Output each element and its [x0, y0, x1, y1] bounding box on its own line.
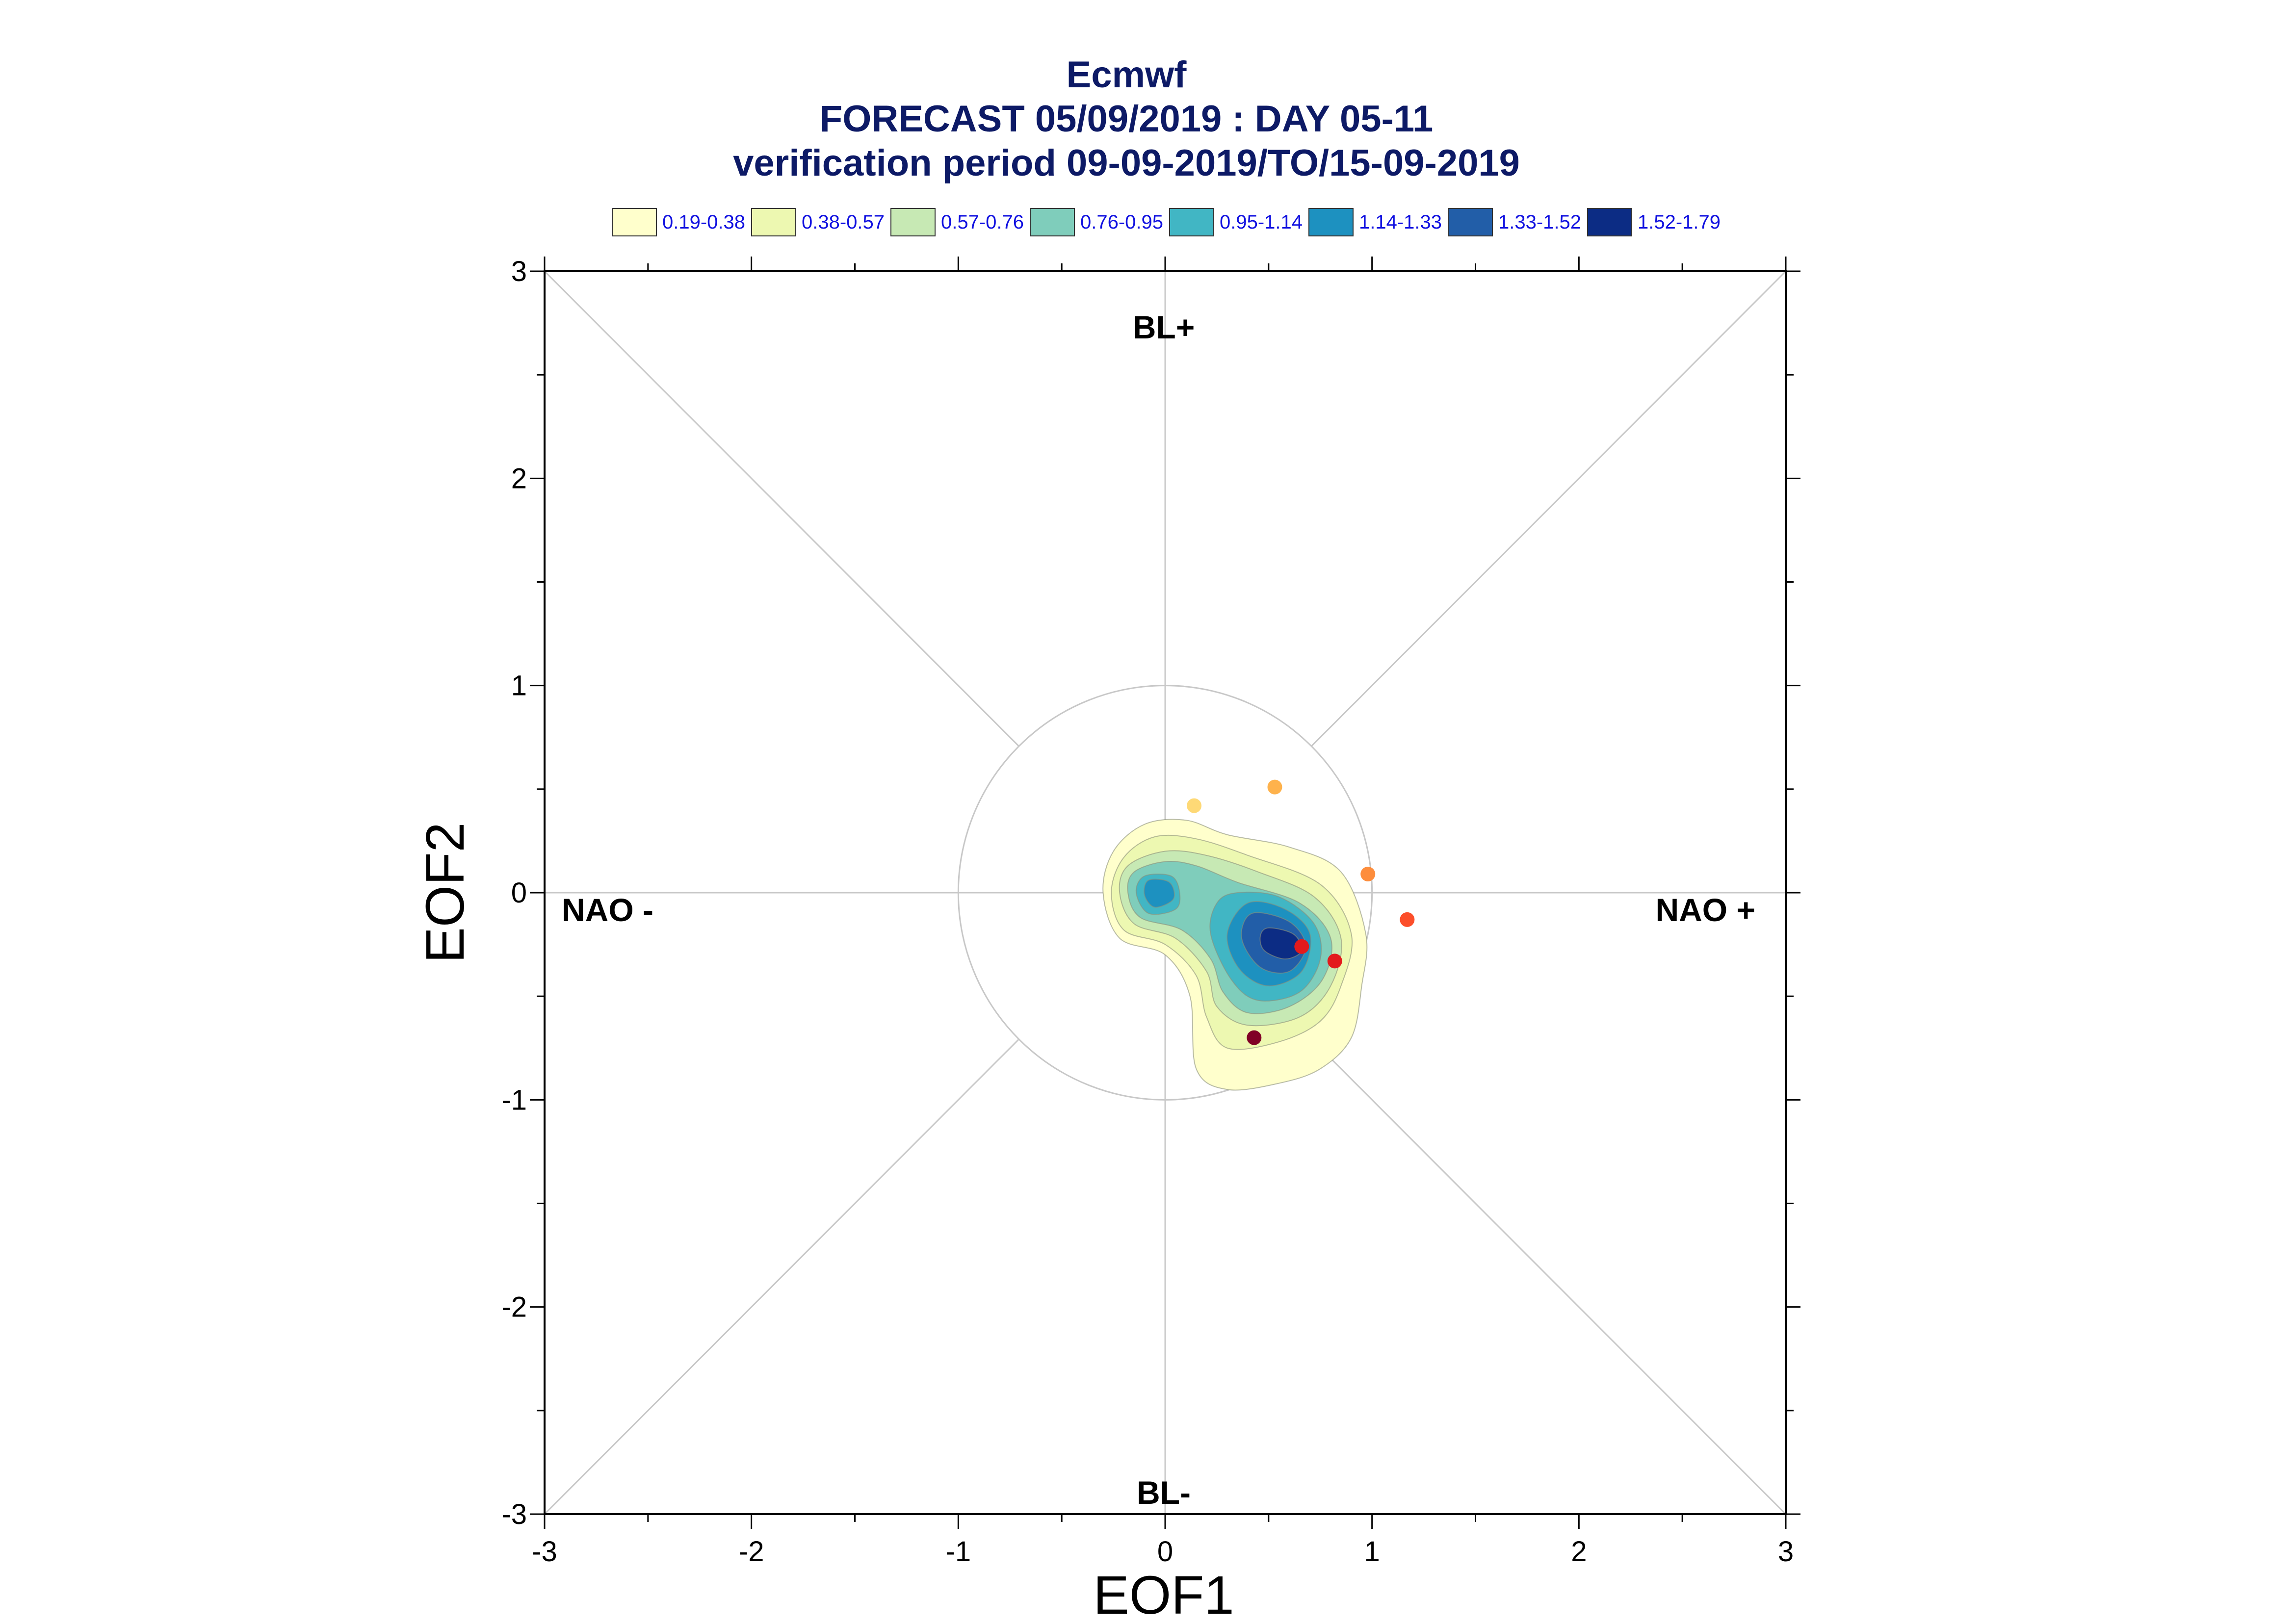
regime-label-bl-minus: BL-: [1137, 1474, 1191, 1511]
x-tick-label: 2: [1571, 1536, 1587, 1568]
regime-label-bl-plus: BL+: [1133, 309, 1195, 345]
density-contour: [1144, 878, 1175, 908]
x-tick-label: 3: [1778, 1536, 1794, 1568]
forecast-point: [1247, 1030, 1262, 1045]
legend-label: 1.52-1.79: [1638, 211, 1721, 233]
legend-label: 0.57-0.76: [941, 211, 1024, 233]
forecast-points: [1187, 779, 1415, 1045]
legend-label: 0.19-0.38: [662, 211, 745, 233]
plot-area: [544, 270, 1787, 1515]
regime-label-nao-minus: NAO -: [562, 892, 653, 928]
y-tick-label: 0: [511, 877, 527, 909]
regime-label-nao-plus: NAO +: [1655, 892, 1755, 928]
diagonal-line: [1311, 1038, 1787, 1515]
forecast-point: [1327, 954, 1342, 969]
y-tick-label: -2: [501, 1291, 527, 1323]
forecast-point: [1400, 912, 1415, 927]
reference-circle: [957, 685, 1373, 1101]
legend-label: 0.76-0.95: [1080, 211, 1163, 233]
forecast-point: [1360, 866, 1376, 881]
y-tick-label: 2: [511, 463, 527, 494]
axis-ticks: -3 -2 -1 0 1 2 3 -3 -2 -1 0 1 2 3: [501, 256, 1800, 1568]
y-tick-label: 1: [511, 670, 527, 702]
legend: 0.19-0.38 0.38-0.57 0.57-0.76 0.76-0.95 0.95…: [612, 208, 1721, 236]
y-tick-label: 3: [511, 256, 527, 287]
legend-swatch: [890, 208, 936, 236]
legend-label: 0.95-1.14: [1220, 211, 1303, 233]
x-tick-label: 1: [1364, 1536, 1380, 1568]
legend-swatch: [1030, 208, 1075, 236]
density-contours: [1102, 819, 1368, 1091]
legend-label: 1.14-1.33: [1359, 211, 1442, 233]
x-axis-title: EOF1: [1093, 1565, 1234, 1624]
legend-swatch: [612, 208, 657, 236]
legend-swatch: [751, 208, 796, 236]
y-axis-title: EOF2: [415, 822, 475, 963]
forecast-point: [1294, 939, 1309, 954]
chart-title-line-1: Ecmwf: [1067, 54, 1187, 96]
diagonal-line: [1311, 270, 1787, 747]
legend-swatch: [1169, 208, 1214, 236]
legend-swatch: [1308, 208, 1354, 236]
chart-title-line-3: verification period 09-09-2019/TO/15-09-…: [733, 142, 1520, 184]
x-tick-label: -3: [532, 1536, 557, 1568]
diagonal-line: [544, 270, 1019, 747]
legend-swatch: [1587, 208, 1632, 236]
forecast-point: [1187, 798, 1202, 813]
density-contour: [1259, 927, 1303, 960]
legend-label: 0.38-0.57: [802, 211, 885, 233]
diagonal-line: [544, 1038, 1019, 1515]
x-tick-label: -1: [946, 1536, 971, 1568]
chart-title-line-2: FORECAST 05/09/2019 : DAY 05-11: [820, 98, 1433, 140]
x-tick-label: 0: [1157, 1536, 1173, 1568]
legend-swatch: [1448, 208, 1493, 236]
y-tick-label: -3: [501, 1498, 527, 1530]
y-tick-label: -1: [501, 1084, 527, 1116]
legend-label: 1.33-1.52: [1498, 211, 1581, 233]
forecast-point: [1267, 779, 1282, 795]
x-tick-label: -2: [739, 1536, 764, 1568]
